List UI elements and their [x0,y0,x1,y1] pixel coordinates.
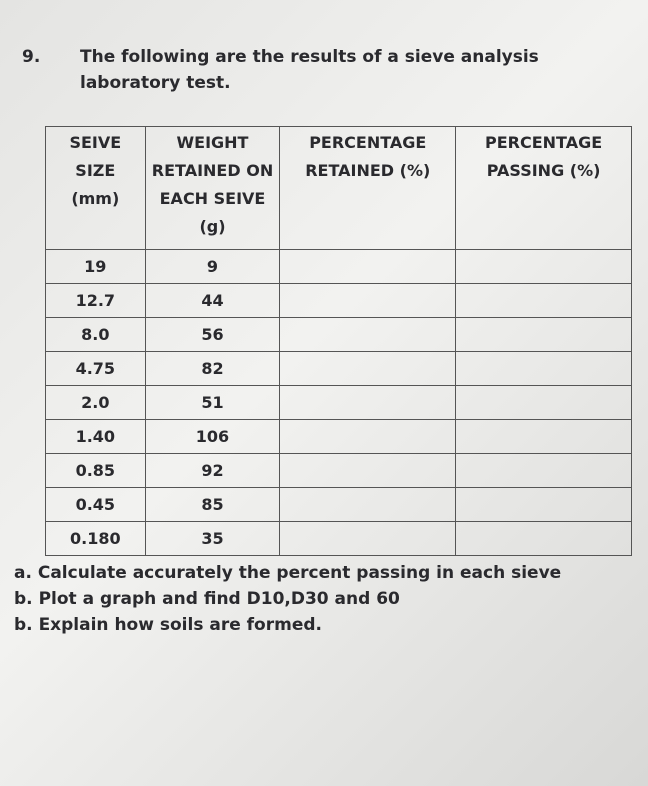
table-cell: 51 [144,385,281,420]
header-cell: WEIGHT RETAINED ON EACH SEIVE (g) [144,126,281,250]
table-cell [455,283,632,318]
sieve-table: SEIVE SIZE (mm) WEIGHT RETAINED ON EACH S… [45,126,632,556]
table-cell: 0.180 [45,521,146,556]
table-cell: 35 [144,521,281,556]
table-cell: 19 [45,249,146,284]
table-row: 4.75 82 [45,351,632,386]
header-cell: SEIVE SIZE (mm) [45,126,146,250]
table-cell [279,317,457,352]
table-cell: 8.0 [45,317,146,352]
table-cell: 106 [144,419,281,454]
question-text: The following are the results of a sieve… [80,47,539,93]
table-cell [455,453,632,488]
table-row: 0.45 85 [45,487,632,522]
table-cell [279,385,457,420]
table-row: 0.180 35 [45,521,632,556]
table-cell [455,317,632,352]
table-cell: 0.85 [45,453,146,488]
table-cell [279,419,457,454]
table-row: 8.0 56 [45,317,632,352]
task-text: Calculate accurately the percent passing… [37,563,562,583]
task-label: b. [14,589,33,609]
task: a. Calculate accurately the percent pass… [14,560,634,586]
table-cell [455,521,632,556]
header-cell: PERCENTAGE RETAINED (%) [279,126,457,250]
table-cell: 1.40 [45,419,146,454]
table-row: 2.0 51 [45,385,632,420]
table-cell [455,487,632,522]
table-cell: 82 [144,351,281,386]
table-row: 19 9 [45,249,632,284]
table-cell [455,419,632,454]
table-cell: 85 [144,487,281,522]
table-cell [279,249,457,284]
table-cell: 92 [144,453,281,488]
task-label: b. [14,615,33,635]
table-cell: 12.7 [45,283,146,318]
table-cell [279,283,457,318]
table-cell [455,249,632,284]
table-body: 19 9 12.7 44 8.0 56 4.75 82 2.0 51 1.40 106 0.85 92 0.… [45,249,632,556]
header-cell: PERCENTAGE PASSING (%) [455,126,632,250]
header-row: SEIVE SIZE (mm) WEIGHT RETAINED ON EACH S… [45,126,632,250]
tasks: a. Calculate accurately the percent pass… [14,560,634,638]
task: b. Plot a graph and find D10,D30 and 60 [14,586,634,612]
question-number: 9. [22,47,41,67]
table-cell: 4.75 [45,351,146,386]
task-text: Explain how soils are formed. [38,615,322,635]
table-cell [455,385,632,420]
table-cell: 0.45 [45,487,146,522]
table-cell [455,351,632,386]
table-row: 0.85 92 [45,453,632,488]
task-label: a. [14,563,32,583]
table-row: 1.40 106 [45,419,632,454]
table-cell: 44 [144,283,281,318]
task-text: Plot a graph and find D10,D30 and 60 [38,589,400,609]
table-row: 12.7 44 [45,283,632,318]
table-cell [279,351,457,386]
table-cell: 56 [144,317,281,352]
table-cell: 9 [144,249,281,284]
table-cell: 2.0 [45,385,146,420]
table-cell [279,453,457,488]
task: b. Explain how soils are formed. [14,612,634,638]
table-cell [279,487,457,522]
table-cell [279,521,457,556]
